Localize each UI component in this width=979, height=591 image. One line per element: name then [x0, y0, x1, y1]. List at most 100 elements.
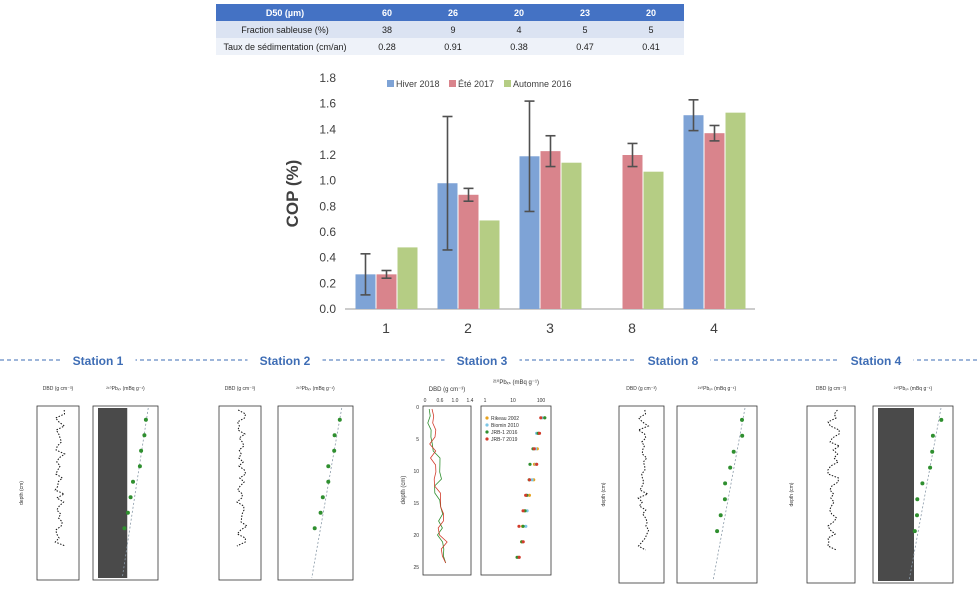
fit-line [311, 407, 343, 579]
pb-axis-label: ²¹⁰Pbₓₛ (mBq g⁻¹) [894, 386, 933, 392]
legend-label: JRB-1 2016 [491, 430, 518, 436]
pb-data-point [534, 447, 538, 451]
station-label: Station 4 [851, 354, 902, 368]
pb-data-point [131, 479, 135, 484]
pb-data-point [326, 479, 331, 484]
pb-data-point [517, 555, 521, 559]
bar [725, 112, 746, 310]
pb-data-point [928, 465, 933, 470]
pb-data-point [332, 448, 337, 453]
pb-data-point [122, 526, 127, 531]
station-label-bg [838, 352, 914, 368]
pb-data-point [527, 493, 532, 497]
pb-data-point [320, 495, 325, 500]
dbd-tick-label: 0 [424, 398, 427, 404]
pb-data-point [722, 497, 727, 502]
pb-data-point [516, 555, 521, 559]
table-cell: 23 [552, 4, 618, 21]
table-cell: 0.38 [486, 38, 552, 55]
legend-label: Biomin 2010 [491, 423, 519, 429]
table-cell: 0.41 [618, 38, 684, 55]
depth-axis-label: depth (cm) [401, 476, 407, 505]
pb-data-point [527, 478, 532, 482]
pb-data-point [523, 509, 527, 513]
dbd-axis-label: DBD (g cm⁻³) [626, 386, 657, 392]
pb-data-point [525, 509, 529, 513]
depth-tick-label: 15 [413, 501, 419, 507]
x-tick-label: 1 [382, 320, 390, 336]
dbd-profile [54, 409, 66, 547]
pb-data-point [515, 555, 519, 559]
pb-data-point [521, 509, 525, 513]
y-tick-label: 0.4 [319, 251, 336, 265]
cop-bar-chart: 0.0 0.2 0.4 0.6 0.8 1.0 1.2 1.4 1.6 1.8 COP (%) 1 2 3… [283, 71, 755, 336]
pb-data-point [536, 431, 541, 435]
y-tick-label: 0.8 [319, 199, 336, 213]
bar [622, 155, 643, 309]
pb-data-point [915, 497, 920, 502]
pb-data-point [517, 524, 521, 528]
pb-data-point [530, 478, 534, 482]
legend-marker [485, 430, 489, 434]
pb-data-point [326, 464, 331, 469]
dbd-tick-label: 1.4 [467, 398, 474, 404]
pb-data-point [740, 417, 744, 422]
pb-data-point [521, 540, 525, 544]
station-label-bg [247, 352, 323, 368]
pb-data-point [532, 478, 536, 482]
pb-data-point [543, 416, 547, 420]
legend-marker [485, 423, 489, 427]
dbd-axis-label: DBD (g cm⁻³) [225, 386, 256, 392]
fit-line [121, 407, 149, 579]
pb-data-point [723, 481, 728, 486]
pb-data-point [520, 524, 525, 528]
depth-axis-label: depth (cm) [789, 482, 795, 506]
pb-data-point [715, 529, 720, 534]
station-label: Station 3 [457, 354, 508, 368]
fit-line [712, 407, 746, 582]
dbd-profile [236, 409, 248, 547]
pb-data-point [939, 417, 944, 422]
pb-data-point [524, 493, 528, 497]
pb-tick-label: 10 [510, 398, 516, 404]
pb-data-point [532, 447, 536, 451]
pb-axis-label: ²¹⁰Pbₓₛ (mBq g⁻¹) [698, 386, 737, 392]
pb-data-point [337, 417, 342, 422]
table-cell: 4 [486, 21, 552, 38]
dbd-panel-frame [422, 405, 472, 576]
table-cell: 38 [354, 21, 420, 38]
pb-data-point [524, 524, 528, 528]
x-tick-label: 3 [546, 320, 554, 336]
fit-line [908, 407, 942, 582]
pb-data-point [531, 447, 535, 451]
bar [540, 151, 561, 309]
table-cell: 26 [420, 4, 486, 21]
legend-label: Rikeau 2002 [491, 416, 519, 422]
pb-data-point [930, 433, 935, 438]
pb-data-point [543, 416, 547, 420]
table-cell: 0.47 [552, 38, 618, 55]
pb-data-point [312, 526, 317, 531]
dbd-profile [637, 409, 650, 551]
dbd-axis-label: DBD (g cm⁻³) [43, 386, 74, 392]
pb-data-point [535, 447, 539, 451]
pb-panel-frame [872, 405, 954, 584]
pb-data-point [528, 462, 532, 466]
station-label-bg [444, 352, 520, 368]
table-cell: 5 [552, 21, 618, 38]
depth-tick-label: 10 [413, 469, 419, 475]
legend-label: Hiver 2018 [396, 79, 440, 89]
core-image [98, 408, 128, 578]
pb-data-point [143, 417, 148, 422]
depth-tick-label: 20 [413, 533, 419, 539]
bar [397, 247, 418, 309]
pb-data-point [517, 555, 521, 559]
dbd-panel-frame [806, 405, 856, 584]
legend-marker [485, 437, 489, 441]
depth-tick-label: 0 [416, 405, 419, 411]
x-tick-label: 4 [710, 320, 718, 336]
table-cell: 9 [420, 21, 486, 38]
station-label: Station 8 [648, 354, 699, 368]
station-label-bg [635, 352, 711, 368]
depth-tick-label: 5 [416, 437, 419, 443]
